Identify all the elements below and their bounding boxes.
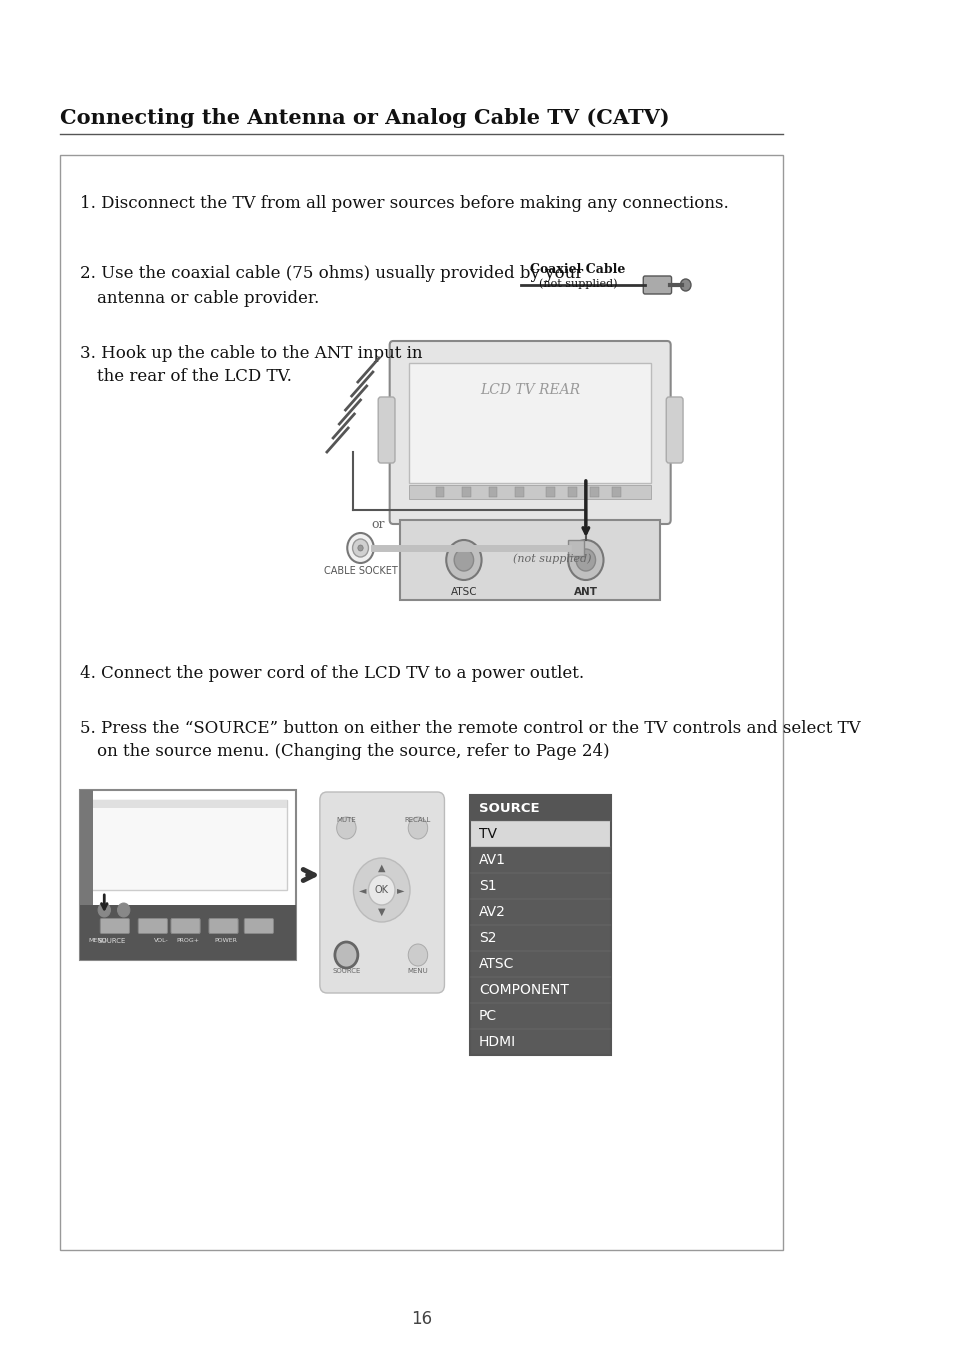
Text: ATSC: ATSC (450, 587, 476, 597)
Bar (568, 487, 577, 498)
Bar (545, 487, 555, 498)
Bar (79, 791, 92, 904)
Text: MENU: MENU (88, 938, 107, 942)
Bar (612, 487, 620, 498)
Text: 16: 16 (411, 1310, 432, 1328)
Bar (461, 487, 471, 498)
Text: ▼: ▼ (377, 907, 385, 917)
Text: HDMI: HDMI (478, 1035, 516, 1050)
Text: OK: OK (375, 885, 388, 895)
Bar (470, 820, 611, 848)
Text: MUTE: MUTE (336, 818, 355, 823)
Text: (not supplied): (not supplied) (512, 553, 590, 564)
Text: the rear of the LCD TV.: the rear of the LCD TV. (97, 367, 292, 385)
Bar (470, 925, 611, 951)
Bar (79, 791, 295, 960)
Bar (470, 848, 611, 873)
Text: PROG+: PROG+ (176, 938, 199, 942)
Bar (89, 800, 287, 890)
FancyBboxPatch shape (244, 918, 274, 933)
Bar (470, 951, 611, 978)
Circle shape (98, 903, 111, 917)
Text: 2. Use the coaxial cable (75 ohms) usually provided by your: 2. Use the coaxial cable (75 ohms) usual… (79, 264, 582, 282)
Bar (470, 873, 611, 899)
Circle shape (353, 538, 368, 557)
Bar (409, 485, 651, 499)
Text: Coaxiel Cable: Coaxiel Cable (530, 263, 625, 277)
Text: ▲: ▲ (377, 862, 385, 873)
Text: POWER: POWER (214, 938, 237, 942)
Circle shape (408, 944, 427, 965)
Bar (400, 519, 659, 599)
Bar (470, 978, 611, 1003)
Text: 1. Disconnect the TV from all power sources before making any connections.: 1. Disconnect the TV from all power sour… (79, 195, 727, 212)
Bar (590, 487, 598, 498)
Text: MENU: MENU (407, 968, 428, 974)
Bar (436, 487, 444, 498)
Text: VOL-: VOL- (154, 938, 169, 942)
FancyBboxPatch shape (642, 277, 671, 294)
Circle shape (357, 545, 363, 551)
Circle shape (408, 818, 427, 839)
Text: on the source menu. (Changing the source, refer to Page 24): on the source menu. (Changing the source… (97, 743, 609, 759)
Circle shape (336, 818, 355, 839)
FancyBboxPatch shape (138, 918, 168, 933)
Circle shape (446, 540, 481, 580)
Text: ◄: ◄ (358, 885, 366, 895)
FancyBboxPatch shape (171, 918, 200, 933)
Text: Connecting the Antenna or Analog Cable TV (CATV): Connecting the Antenna or Analog Cable T… (60, 108, 669, 127)
Bar (470, 1029, 611, 1055)
Bar (568, 540, 583, 556)
Circle shape (347, 533, 374, 563)
Text: ►: ► (397, 885, 404, 895)
Text: AV1: AV1 (478, 853, 505, 866)
FancyBboxPatch shape (665, 397, 682, 462)
Text: SOURCE: SOURCE (478, 801, 539, 815)
FancyBboxPatch shape (319, 792, 444, 993)
Circle shape (454, 549, 473, 571)
Text: PC: PC (478, 1009, 497, 1022)
Text: S1: S1 (478, 879, 496, 894)
Circle shape (679, 279, 690, 292)
FancyBboxPatch shape (389, 340, 670, 523)
Circle shape (336, 944, 355, 965)
Text: (not supplied): (not supplied) (538, 278, 617, 289)
Bar (409, 363, 651, 483)
Bar (470, 1003, 611, 1029)
Circle shape (353, 858, 410, 922)
Text: TV: TV (478, 827, 497, 841)
FancyBboxPatch shape (377, 397, 395, 462)
Text: AV2: AV2 (478, 904, 505, 919)
Bar (60, 155, 782, 1250)
Text: 5. Press the “SOURCE” button on either the remote control or the TV controls and: 5. Press the “SOURCE” button on either t… (79, 720, 860, 738)
Text: or: or (371, 518, 384, 532)
Text: COMPONENT: COMPONENT (478, 983, 568, 997)
Bar (470, 899, 611, 925)
FancyBboxPatch shape (100, 918, 130, 933)
Text: 3. Hook up the cable to the ANT input in: 3. Hook up the cable to the ANT input in (79, 344, 421, 362)
Text: SOURCE: SOURCE (97, 938, 126, 944)
Text: antenna or cable provider.: antenna or cable provider. (97, 290, 319, 306)
Bar (89, 800, 287, 808)
Bar (470, 795, 611, 820)
Text: ANT: ANT (574, 587, 598, 597)
Circle shape (568, 540, 603, 580)
Circle shape (117, 903, 130, 917)
Bar (79, 904, 295, 960)
Text: CABLE SOCKET: CABLE SOCKET (323, 565, 397, 576)
Bar (470, 795, 611, 1055)
Text: SOURCE: SOURCE (332, 968, 360, 974)
Text: 4. Connect the power cord of the LCD TV to a power outlet.: 4. Connect the power cord of the LCD TV … (79, 664, 583, 682)
Circle shape (368, 875, 395, 904)
Text: RECALL: RECALL (404, 818, 431, 823)
Circle shape (576, 549, 595, 571)
Text: ATSC: ATSC (478, 957, 514, 971)
Text: LCD TV REAR: LCD TV REAR (479, 382, 579, 397)
Bar (488, 487, 497, 498)
Text: S2: S2 (478, 932, 496, 945)
FancyBboxPatch shape (209, 918, 238, 933)
Circle shape (335, 942, 357, 968)
Bar (515, 487, 523, 498)
